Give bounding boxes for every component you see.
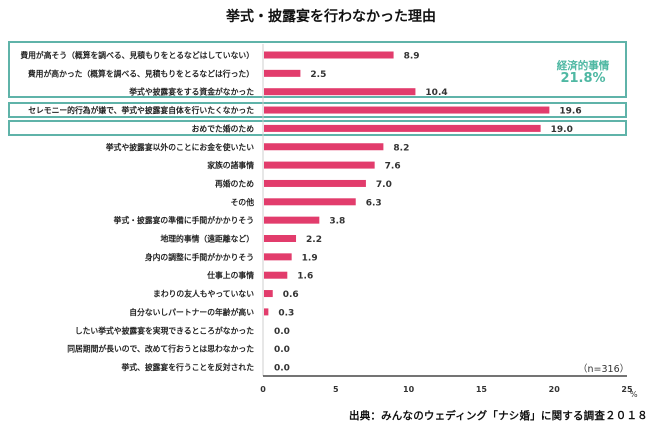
value-label: 0.0 bbox=[274, 363, 290, 373]
x-tick-labels: 0 5 10 15 20 25 bbox=[260, 385, 633, 394]
value-label: 7.0 bbox=[376, 180, 392, 190]
category-label: 挙式や披露宴をする資金がなかった bbox=[129, 87, 254, 97]
category-label: 自分ないしパートナーの年齢が高い bbox=[129, 307, 254, 317]
category-label: 地理的事情（遠距離など） bbox=[160, 234, 254, 244]
category-label: まわりの友人もやっていない bbox=[153, 289, 254, 299]
bar bbox=[264, 143, 384, 151]
bar bbox=[264, 51, 394, 59]
value-label: 3.8 bbox=[329, 217, 345, 227]
category-label: 再婚のため bbox=[215, 178, 254, 188]
x-tick-label: 5 bbox=[333, 385, 339, 394]
bar bbox=[264, 216, 320, 224]
category-label: 挙式、披露宴を行うことを反対された bbox=[121, 362, 254, 372]
bar bbox=[264, 161, 375, 169]
chart-title: 挙式・披露宴を行わなかった理由 bbox=[226, 9, 436, 25]
value-label: 2.5 bbox=[310, 70, 326, 80]
value-label: 19.6 bbox=[559, 107, 581, 117]
category-label: おめでた婚のため bbox=[192, 123, 255, 133]
category-label: 仕事上の事情 bbox=[206, 270, 254, 280]
category-label: 身内の調整に手間がかかりそう bbox=[145, 252, 254, 262]
bar bbox=[264, 198, 356, 206]
category-labels: 費用が高そう（概算を調べる、見積もりをとるなどはしていない） 費用が高かった（概算… bbox=[20, 50, 254, 372]
sample-size-note: （n=316） bbox=[578, 364, 630, 375]
ceremony-dislike-highlight-box bbox=[8, 102, 627, 118]
category-label: したい挙式や披露宴を実現できるところがなかった bbox=[75, 325, 254, 335]
category-label: 挙式や披露宴以外のことにお金を使いたい bbox=[106, 142, 254, 152]
value-label: 0.6 bbox=[283, 290, 299, 300]
value-label: 7.6 bbox=[385, 162, 401, 172]
value-label: 0.0 bbox=[274, 327, 290, 337]
value-label: 10.4 bbox=[425, 88, 447, 98]
value-label: 8.9 bbox=[404, 52, 420, 62]
value-label: 1.6 bbox=[297, 272, 313, 282]
x-tick-label: 10 bbox=[403, 385, 415, 394]
value-label: 6.3 bbox=[366, 198, 382, 208]
economic-reasons-value: 21.8% bbox=[560, 71, 606, 86]
value-label: 2.2 bbox=[306, 235, 322, 245]
source-citation: 出典：みんなのウェディング「ナシ婚」に関する調査２０１８ bbox=[349, 410, 648, 422]
bar bbox=[264, 124, 541, 132]
x-tick-label: 0 bbox=[260, 385, 266, 394]
x-tick-label: 15 bbox=[476, 385, 488, 394]
category-label: 同居期間が長いので、改めて行おうとは思わなかった bbox=[67, 344, 254, 354]
x-tick-label: 25 bbox=[621, 385, 633, 394]
bar bbox=[264, 106, 550, 114]
value-label: 8.2 bbox=[393, 143, 409, 153]
category-label: 費用が高かった（概算を調べる、見積もりをとるなどは行った） bbox=[28, 68, 254, 78]
economic-reasons-label: 経済的事情 bbox=[556, 60, 610, 72]
category-label: その他 bbox=[231, 197, 255, 207]
category-label: セレモニー的行為が嫌で、挙式や披露宴自体を行いたくなかった bbox=[28, 105, 254, 115]
category-label: 費用が高そう（概算を調べる、見積もりをとるなどはしていない） bbox=[20, 50, 254, 60]
category-label: 家族の諸事情 bbox=[207, 160, 254, 170]
bar bbox=[264, 69, 301, 77]
bar bbox=[264, 290, 273, 298]
value-label: 0.3 bbox=[278, 308, 294, 318]
bar bbox=[264, 308, 269, 316]
value-label: 0.0 bbox=[274, 345, 290, 355]
value-label: 1.9 bbox=[302, 253, 318, 263]
bar bbox=[264, 253, 292, 261]
category-label: 挙式・披露宴の準備に手間がかかりそう bbox=[114, 215, 254, 225]
x-tick-label: 20 bbox=[549, 385, 561, 394]
economic-reasons-highlight-box bbox=[8, 41, 627, 98]
value-labels: 8.9 2.5 10.4 19.6 19.0 8.2 7.6 7.0 6.3 3.8 2.2 1.9 1… bbox=[274, 52, 582, 374]
value-label: 19.0 bbox=[551, 125, 573, 135]
bar bbox=[264, 271, 288, 279]
bar bbox=[264, 88, 416, 96]
bars bbox=[264, 51, 550, 316]
bar bbox=[264, 235, 297, 242]
x-axis-unit: % bbox=[630, 390, 638, 399]
shotgun-wedding-highlight-box bbox=[8, 120, 627, 136]
bar bbox=[264, 179, 366, 187]
